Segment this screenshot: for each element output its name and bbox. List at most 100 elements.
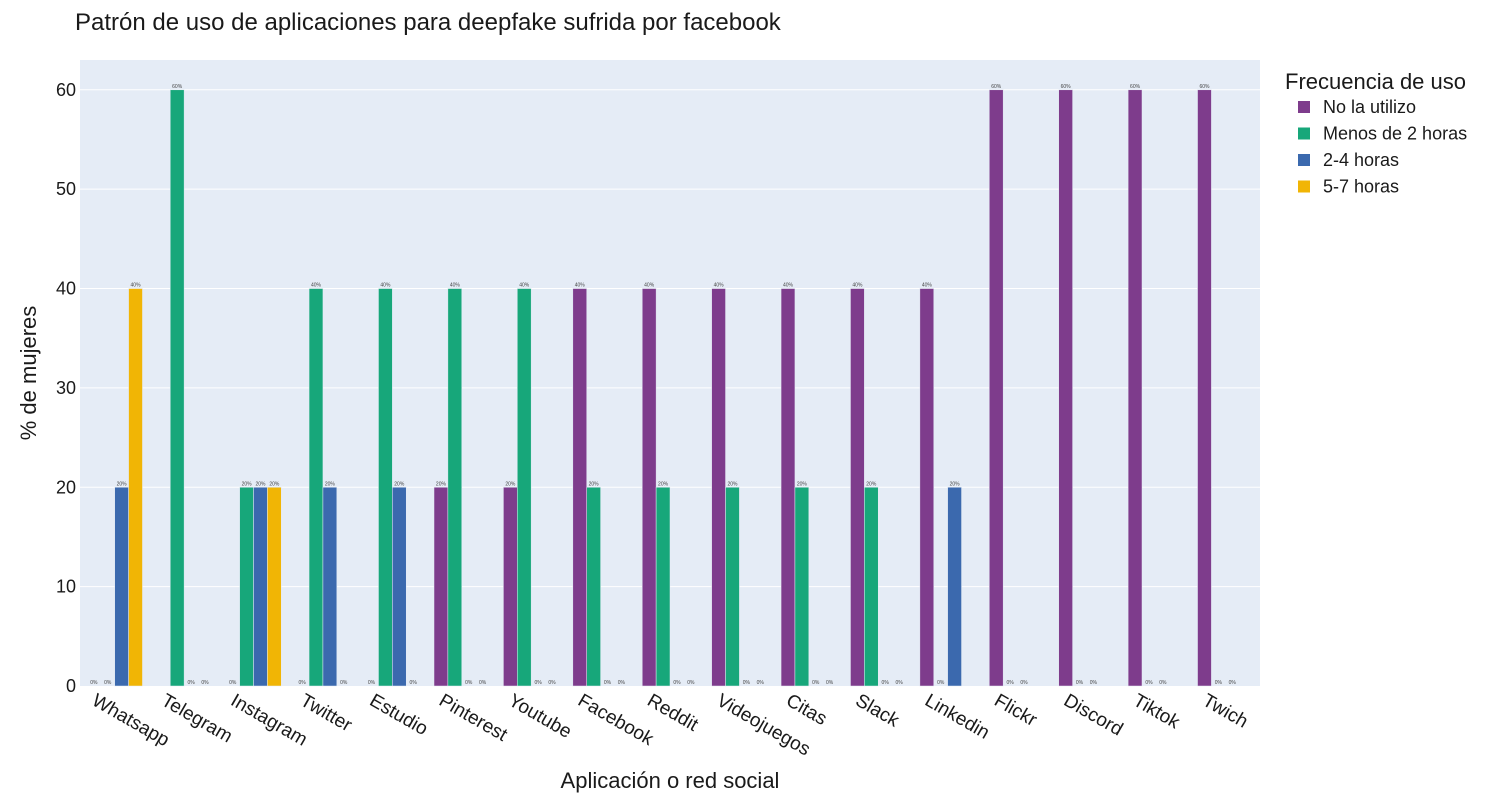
x-tick-label: Twich xyxy=(1199,690,1252,732)
bar-value-label: 60% xyxy=(1199,84,1210,90)
bar[interactable] xyxy=(572,288,587,687)
bar-value-label: 20% xyxy=(866,481,877,487)
bar-value-label: 40% xyxy=(519,283,530,289)
bar[interactable] xyxy=(503,487,518,687)
x-tick-label: Discord xyxy=(1060,690,1126,740)
y-tick-label: 50 xyxy=(56,179,76,199)
bar-value-label: 0% xyxy=(1159,680,1167,686)
bar-value-label: 0% xyxy=(479,680,487,686)
bar-value-label: 0% xyxy=(604,680,612,686)
bar-value-label: 20% xyxy=(242,481,253,487)
bar[interactable] xyxy=(433,487,449,687)
bar[interactable] xyxy=(1058,89,1073,687)
bar-value-label: 0% xyxy=(895,680,903,686)
bar-value-label: 40% xyxy=(450,283,461,289)
y-tick-label: 40 xyxy=(56,279,76,299)
bar-value-label: 0% xyxy=(937,680,945,686)
bar-value-label: 60% xyxy=(991,84,1002,90)
bar[interactable] xyxy=(655,487,671,687)
bar-value-label: 60% xyxy=(172,84,183,90)
legend-item[interactable]: Menos de 2 horas xyxy=(1298,124,1467,144)
legend-swatch xyxy=(1298,127,1310,140)
bar[interactable] xyxy=(1197,89,1212,687)
legend-label: 2-4 horas xyxy=(1323,150,1399,170)
bar[interactable] xyxy=(239,487,254,687)
bar-value-label: 0% xyxy=(104,680,112,686)
x-tick-label: Pinterest xyxy=(435,690,511,746)
bar[interactable] xyxy=(711,288,726,687)
bar[interactable] xyxy=(517,288,532,687)
legend-label: Menos de 2 horas xyxy=(1323,124,1467,144)
bar[interactable] xyxy=(169,89,185,687)
bar-value-label: 0% xyxy=(757,680,765,686)
bar[interactable] xyxy=(392,487,407,687)
bar-value-label: 40% xyxy=(922,283,933,289)
x-tick-label: Instagram xyxy=(227,690,311,750)
bar-value-label: 0% xyxy=(673,680,681,686)
legend-title: Frecuencia de uso xyxy=(1285,69,1466,94)
bar[interactable] xyxy=(947,487,962,687)
x-axis-title: Aplicación o red social xyxy=(561,768,780,793)
bar[interactable] xyxy=(586,487,601,687)
bar-value-label: 0% xyxy=(299,680,307,686)
bar-value-label: 0% xyxy=(1229,680,1237,686)
x-tick-label: Facebook xyxy=(574,690,657,750)
x-tick-label: Flickr xyxy=(991,690,1041,731)
legend-label: 5-7 horas xyxy=(1323,177,1399,197)
bar-value-label: 20% xyxy=(727,481,738,487)
bar[interactable] xyxy=(989,89,1004,687)
legend-item[interactable]: No la utilizo xyxy=(1298,97,1416,117)
bar-value-label: 20% xyxy=(255,481,266,487)
bar-value-label: 0% xyxy=(368,680,376,686)
bar-value-label: 40% xyxy=(131,283,142,289)
bar-value-label: 0% xyxy=(1215,680,1223,686)
bar[interactable] xyxy=(308,288,324,687)
bar[interactable] xyxy=(447,288,463,687)
bar-value-label: 0% xyxy=(1145,680,1153,686)
bar[interactable] xyxy=(850,288,865,687)
y-tick-label: 10 xyxy=(56,577,76,597)
bar-value-label: 40% xyxy=(852,283,863,289)
bar-value-label: 40% xyxy=(380,283,391,289)
bar-value-label: 20% xyxy=(436,481,447,487)
bar-value-label: 20% xyxy=(394,481,405,487)
bar[interactable] xyxy=(128,288,143,687)
y-tick-label: 0 xyxy=(66,676,76,696)
bar-value-label: 0% xyxy=(812,680,820,686)
bar[interactable] xyxy=(322,487,338,687)
chart-title: Patrón de uso de aplicaciones para deepf… xyxy=(75,9,782,36)
bar-value-label: 0% xyxy=(465,680,473,686)
legend[interactable]: Frecuencia de uso No la utilizo Menos de … xyxy=(1285,69,1467,197)
bar-value-label: 20% xyxy=(658,481,669,487)
bar[interactable] xyxy=(725,487,740,687)
bar-value-label: 0% xyxy=(90,680,98,686)
bar-value-label: 20% xyxy=(325,481,336,487)
bar[interactable] xyxy=(864,487,879,687)
bar-value-label: 20% xyxy=(505,481,516,487)
bar[interactable] xyxy=(114,487,129,687)
bar-value-label: 20% xyxy=(589,481,600,487)
bar-value-label: 0% xyxy=(410,680,418,686)
bar[interactable] xyxy=(641,288,657,687)
bar-value-label: 0% xyxy=(687,680,695,686)
bar[interactable] xyxy=(267,487,282,687)
bar[interactable] xyxy=(794,487,810,687)
bar-value-label: 60% xyxy=(1061,84,1072,90)
bar-value-label: 40% xyxy=(783,283,794,289)
bar[interactable] xyxy=(919,288,935,687)
legend-item[interactable]: 5-7 horas xyxy=(1298,177,1399,197)
bar-value-label: 40% xyxy=(311,283,322,289)
bar[interactable] xyxy=(1127,89,1143,687)
bar[interactable] xyxy=(780,288,796,687)
bar-value-label: 0% xyxy=(743,680,751,686)
legend-item[interactable]: 2-4 horas xyxy=(1298,150,1399,170)
x-tick-label: Estudio xyxy=(366,690,431,740)
bar-value-label: 0% xyxy=(187,680,195,686)
x-tick-label: Whatsapp xyxy=(88,690,173,751)
bar-value-label: 0% xyxy=(340,680,348,686)
bar[interactable] xyxy=(378,288,393,687)
bar-value-label: 0% xyxy=(229,680,237,686)
bar[interactable] xyxy=(253,487,268,687)
x-tick-label: Citas xyxy=(782,690,830,730)
